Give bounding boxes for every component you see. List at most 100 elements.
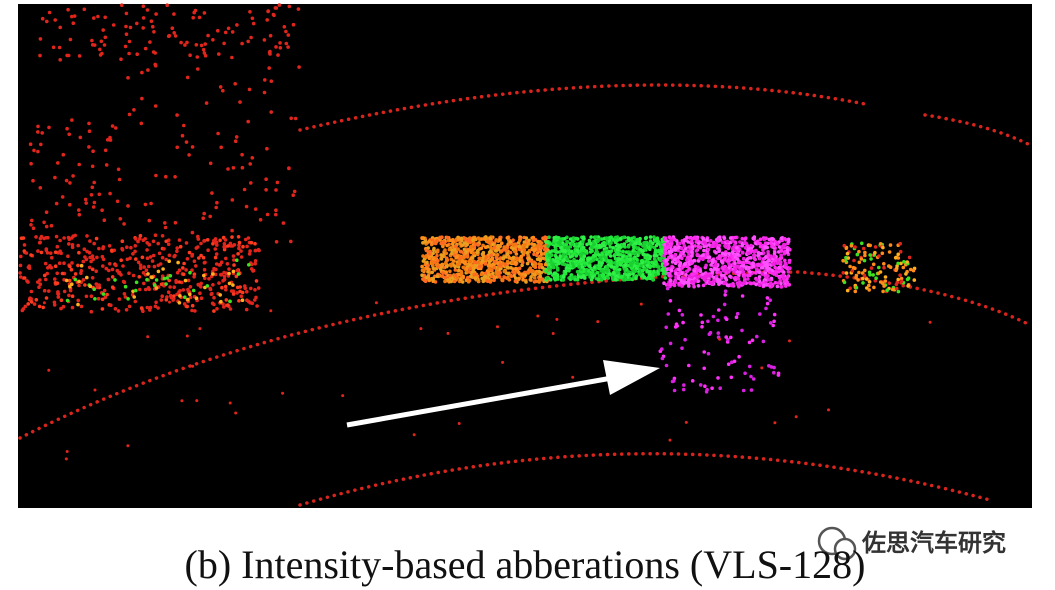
point [473,276,478,281]
point [612,254,617,258]
point [175,145,179,150]
point [185,304,189,309]
point [667,235,672,239]
point [297,65,301,69]
point [32,302,37,306]
point [208,287,213,292]
point [203,260,207,265]
point [863,253,867,258]
point [761,265,765,270]
point [660,356,665,361]
scan-ring [923,113,1032,147]
point [621,249,625,254]
point [248,162,252,166]
point [639,302,643,306]
point [594,235,598,239]
point [127,271,131,276]
point [622,272,627,276]
point [419,327,423,331]
point [145,8,150,12]
point [712,275,716,280]
point [421,259,426,263]
point [522,243,527,247]
point [860,241,864,246]
point [96,296,101,301]
point [110,285,115,290]
point [666,312,671,316]
point [29,289,34,294]
point [720,240,725,245]
point [769,365,774,369]
point [182,261,186,266]
point [863,250,867,255]
point [173,175,177,179]
point [641,243,646,248]
point [238,100,242,104]
point [165,295,169,299]
point [862,258,867,263]
point [202,11,207,15]
point [191,288,196,293]
point [458,277,463,282]
point [684,273,688,277]
point [88,284,93,289]
point [487,273,491,277]
point [225,262,230,266]
point [487,250,492,255]
point [245,289,249,294]
point [436,259,440,263]
point [698,383,703,387]
point [529,278,533,282]
point [91,149,95,153]
point [149,201,153,206]
watermark-text: 佐思汽车研究 [861,529,1006,557]
point [738,270,742,275]
point [185,334,189,338]
point [154,278,159,282]
point [853,289,858,294]
point [627,273,632,277]
point [700,325,704,329]
point [717,249,721,253]
point [896,256,901,260]
point [861,281,865,285]
point [281,221,286,225]
point [652,235,656,239]
point [178,244,183,249]
point [30,218,34,223]
point [570,275,575,280]
point [101,264,105,268]
point [588,250,593,254]
point [724,335,728,339]
point [698,245,703,250]
point [843,259,848,263]
point [127,112,132,117]
point [233,139,238,143]
point [468,240,473,245]
point [147,242,152,247]
point [213,255,218,260]
point [240,152,244,157]
point [230,30,235,34]
point [681,387,686,392]
point [90,267,95,272]
point [671,265,675,270]
point [692,235,697,240]
point [669,243,673,248]
point [765,260,769,265]
point [526,271,530,275]
point [472,251,476,255]
point [787,260,792,265]
point [182,123,186,128]
point [520,260,525,265]
point [877,265,881,270]
point [91,257,95,262]
point [495,253,500,257]
point [167,278,171,283]
point [575,248,580,253]
point [698,256,702,261]
point [183,43,187,47]
point [124,11,129,16]
point [431,276,436,281]
point [100,208,104,212]
